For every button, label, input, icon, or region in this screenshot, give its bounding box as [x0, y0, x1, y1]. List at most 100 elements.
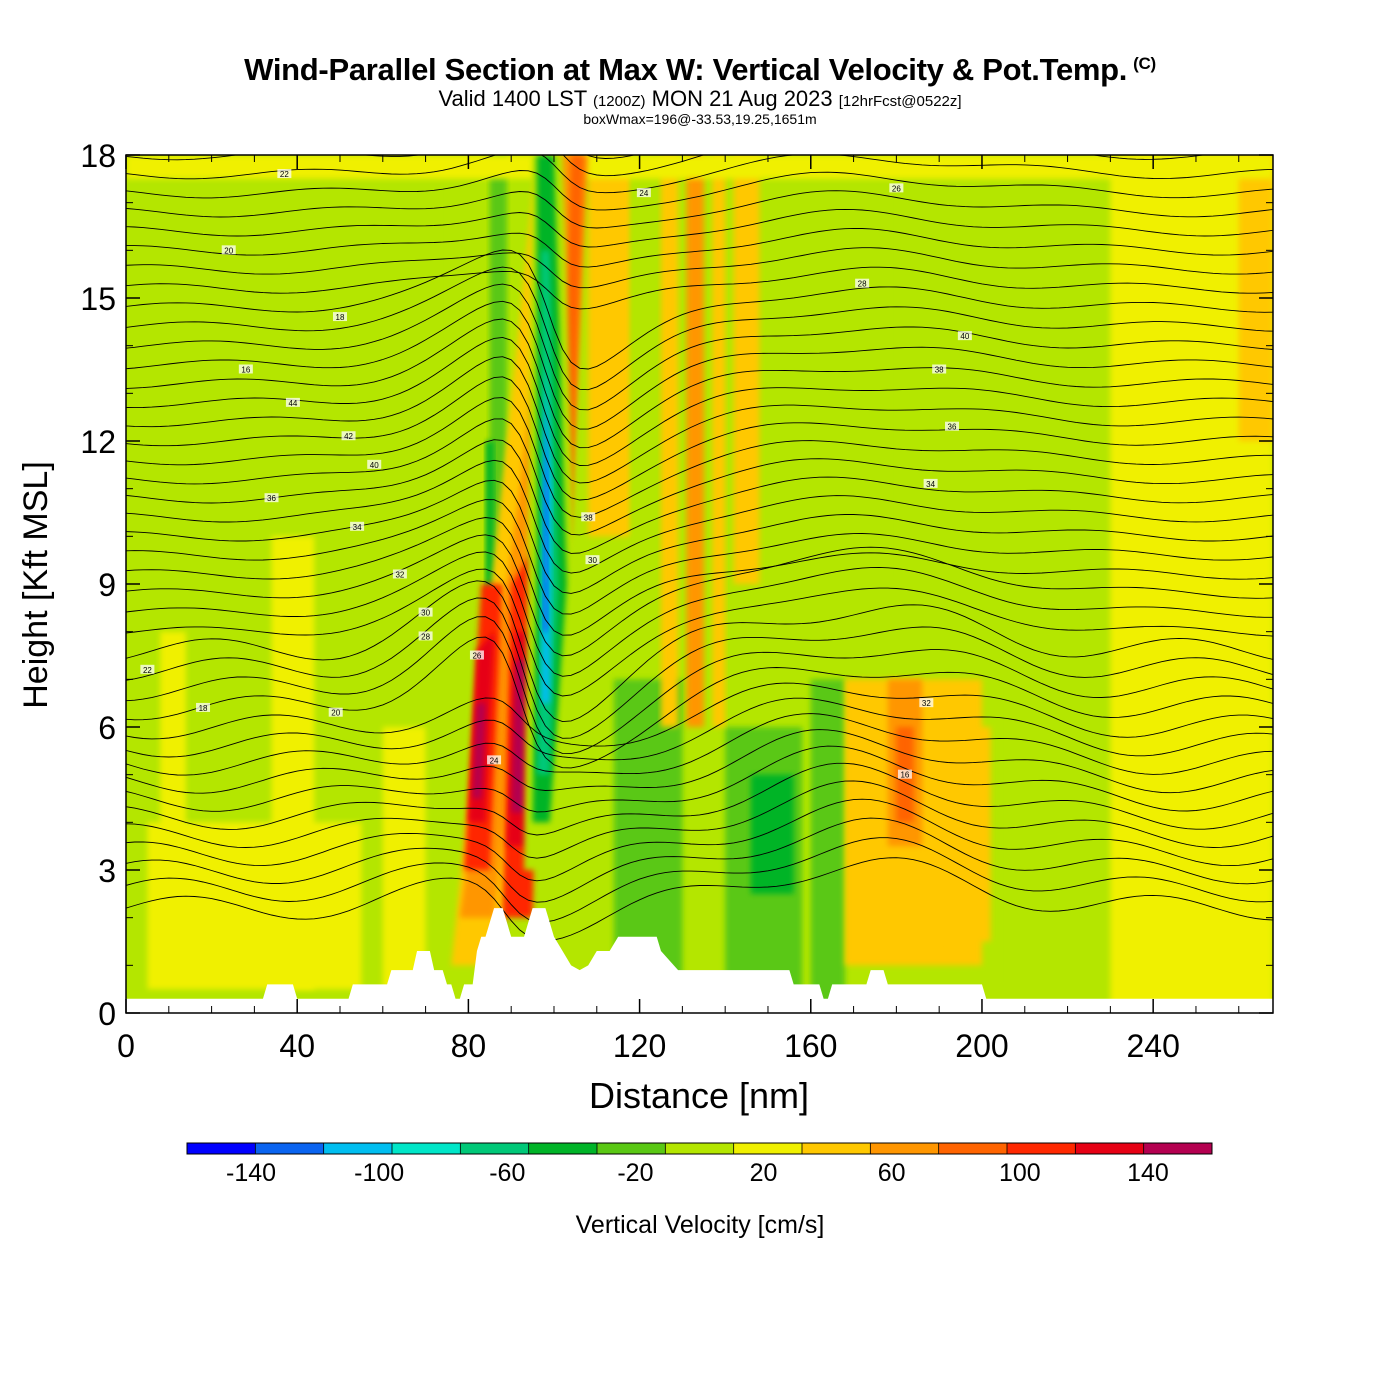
- chart-subtitle-box: boxWmax=196@-33.53,19.25,1651m: [583, 111, 817, 127]
- field-band: [631, 155, 657, 632]
- theta-contour-label: 42: [341, 431, 356, 441]
- theta-contour: [126, 580, 1273, 723]
- theta-contour-label: 22: [277, 169, 292, 179]
- theta-contour-label: 16: [238, 364, 253, 375]
- theta-contour: [126, 568, 1273, 697]
- theta-label-text: 26: [472, 652, 481, 661]
- field-band: [767, 155, 897, 584]
- theta-contour: [126, 397, 1273, 518]
- theta-contour-label: 40: [957, 331, 972, 341]
- field-band: [712, 155, 726, 727]
- theta-label-text: 36: [267, 494, 276, 503]
- theta-contour-label: 34: [350, 521, 365, 532]
- chart-title: Wind-Parallel Section at Max W: Vertical…: [0, 52, 1400, 88]
- colorbar-segment: [938, 1143, 1008, 1154]
- theta-contour: [586, 155, 637, 159]
- theta-contour-label: 16: [897, 769, 912, 780]
- theta-contour: [126, 682, 1273, 747]
- plot-area: 16 18 20 22 24 26 28 30 32 34 36 38 40 42 44 16 18 20 22 24…: [126, 155, 1273, 1013]
- colorbar-segment: [1143, 1143, 1213, 1154]
- theta-contour: [126, 418, 1273, 536]
- terrain-mask: [126, 908, 1273, 1013]
- colorbar-segment: [665, 1143, 734, 1154]
- theta-label-text: 42: [344, 432, 353, 441]
- y-tick-label: 0: [98, 996, 116, 1032]
- theta-contour-label: 26: [889, 183, 904, 193]
- colorbar-frame: [186, 1142, 1213, 1155]
- y-tick-label: 15: [80, 281, 116, 317]
- theta-label-text: 26: [892, 184, 901, 193]
- updraft-core: [472, 703, 486, 799]
- colorbar-label: Vertical Velocity [cm/s]: [576, 1211, 825, 1239]
- colorbar-segment: [1007, 1143, 1076, 1154]
- theta-contour: [126, 208, 1273, 248]
- colorbar-segment: [528, 1143, 598, 1154]
- updraft-core: [511, 660, 527, 813]
- theta-contour-label: 30: [585, 555, 600, 565]
- theta-contour: [126, 534, 1273, 657]
- theta-label-text: 28: [858, 280, 867, 289]
- field-band: [686, 155, 704, 727]
- theta-contour-label: 32: [392, 569, 407, 579]
- field-band: [588, 155, 632, 537]
- theta-contour: [126, 798, 1273, 882]
- theta-label-text: 30: [588, 556, 597, 565]
- theta-contour: [126, 266, 1273, 310]
- theta-label-text: 22: [143, 666, 152, 675]
- theta-contour-label: 20: [328, 707, 343, 718]
- theta-contour: [126, 155, 1273, 194]
- theta-contour-label: 40: [367, 459, 382, 470]
- theta-contour: [126, 356, 1273, 484]
- field-band: [810, 679, 846, 1013]
- colorbar-segment: [460, 1143, 529, 1154]
- x-tick-label: 80: [451, 1028, 487, 1064]
- theta-contour: [126, 318, 1273, 449]
- theta-contour-label: 38: [581, 512, 596, 522]
- colorbar-segment: [802, 1143, 871, 1154]
- theta-contour: [126, 300, 1273, 430]
- theta-contour: [126, 479, 1273, 594]
- theta-contour: [126, 170, 1273, 211]
- theta-contour: [126, 155, 1207, 177]
- x-tick-label: 40: [279, 1028, 315, 1064]
- theta-contour: [126, 837, 1273, 923]
- colorbar-segment: [733, 1143, 803, 1154]
- subtitle-date: MON 21 Aug 2023: [651, 86, 833, 111]
- theta-label-text: 40: [370, 461, 379, 470]
- colorbar-segment: [1075, 1143, 1144, 1154]
- theta-label-text: 20: [224, 246, 233, 255]
- field-band: [382, 727, 426, 990]
- theta-contour-label: 24: [636, 188, 651, 198]
- theta-contour: [126, 249, 1273, 370]
- theta-contour-label: 36: [264, 493, 279, 503]
- theta-contour: [126, 247, 1273, 289]
- theta-label-text: 20: [331, 709, 340, 718]
- x-tick-label: 0: [117, 1028, 135, 1064]
- colorbar-segment: [323, 1143, 393, 1154]
- theta-label-text: 18: [336, 313, 345, 322]
- theta-label-text: 16: [241, 366, 250, 375]
- theta-contour: [126, 713, 1273, 776]
- x-axis-label: Distance [nm]: [589, 1075, 809, 1116]
- y-tick-label: 12: [80, 424, 116, 460]
- theta-label-text: 28: [421, 632, 430, 641]
- theta-contour: [126, 551, 1273, 677]
- theta-label-text: 40: [960, 332, 969, 341]
- theta-label-text: 24: [490, 756, 499, 765]
- theta-contour: [126, 762, 1273, 836]
- field-band: [660, 155, 679, 727]
- subtitle-forecast: [12hrFcst@0522z]: [838, 93, 962, 110]
- theta-contour: [126, 780, 1273, 859]
- theta-label-text: 36: [948, 423, 957, 432]
- theta-contour: [126, 745, 1273, 813]
- theta-contour-label: 38: [932, 364, 947, 375]
- colorbar: -140 -100 -60 -20 20 60 100 140: [186, 1142, 1213, 1187]
- theta-contour-label: 34: [923, 478, 938, 489]
- theta-contour-label: 32: [919, 698, 934, 708]
- theta-contours: 16 18 20 22 24 26 28 30 32 34 36 38 40 42 44 16 18 20 22 24…: [126, 155, 1273, 942]
- colorbar-tick-label: 100: [999, 1159, 1041, 1187]
- theta-contour: [126, 597, 1273, 739]
- theta-label-text: 16: [900, 771, 909, 780]
- colorbar-tick-label: -100: [354, 1159, 404, 1187]
